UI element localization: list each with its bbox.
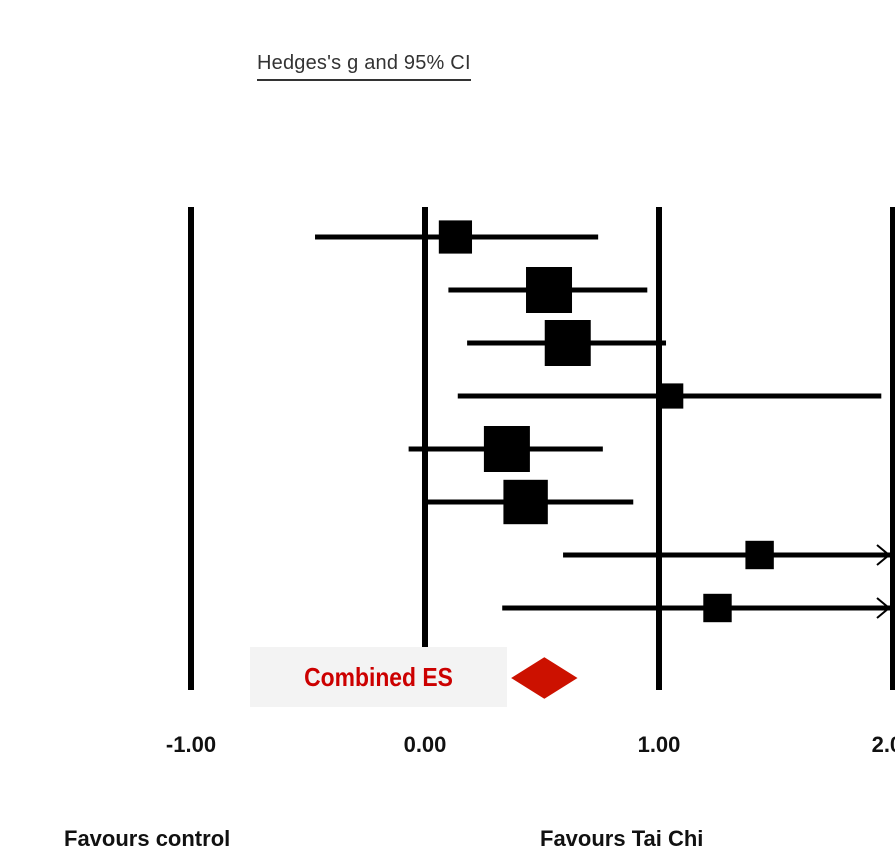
combined-es-label: Combined ES bbox=[304, 661, 453, 692]
favours-control-label: Favours control bbox=[64, 826, 231, 851]
effect-size-marker bbox=[438, 220, 473, 254]
effect-size-marker bbox=[745, 540, 774, 570]
x-tick-label: 2.00 bbox=[872, 732, 895, 757]
effect-size-marker bbox=[544, 320, 591, 366]
chart-title: Hedges's g and 95% CI bbox=[257, 52, 471, 81]
ci-arrow bbox=[876, 597, 891, 619]
effect-size-marker bbox=[658, 383, 684, 409]
effect-size-marker bbox=[503, 479, 548, 525]
x-tick-label: -1.00 bbox=[166, 732, 216, 757]
combined-es-annotation: Combined ES bbox=[250, 647, 507, 707]
effect-size-marker bbox=[526, 267, 573, 313]
x-tick-label: 1.00 bbox=[638, 732, 681, 757]
effect-size-marker bbox=[703, 593, 732, 623]
combined-effect-diamond bbox=[507, 654, 582, 702]
favours-taichi-label: Favours Tai Chi bbox=[540, 826, 704, 851]
effect-size-marker bbox=[483, 426, 530, 472]
ci-arrow bbox=[876, 544, 891, 566]
x-tick-label: 0.00 bbox=[404, 732, 447, 757]
